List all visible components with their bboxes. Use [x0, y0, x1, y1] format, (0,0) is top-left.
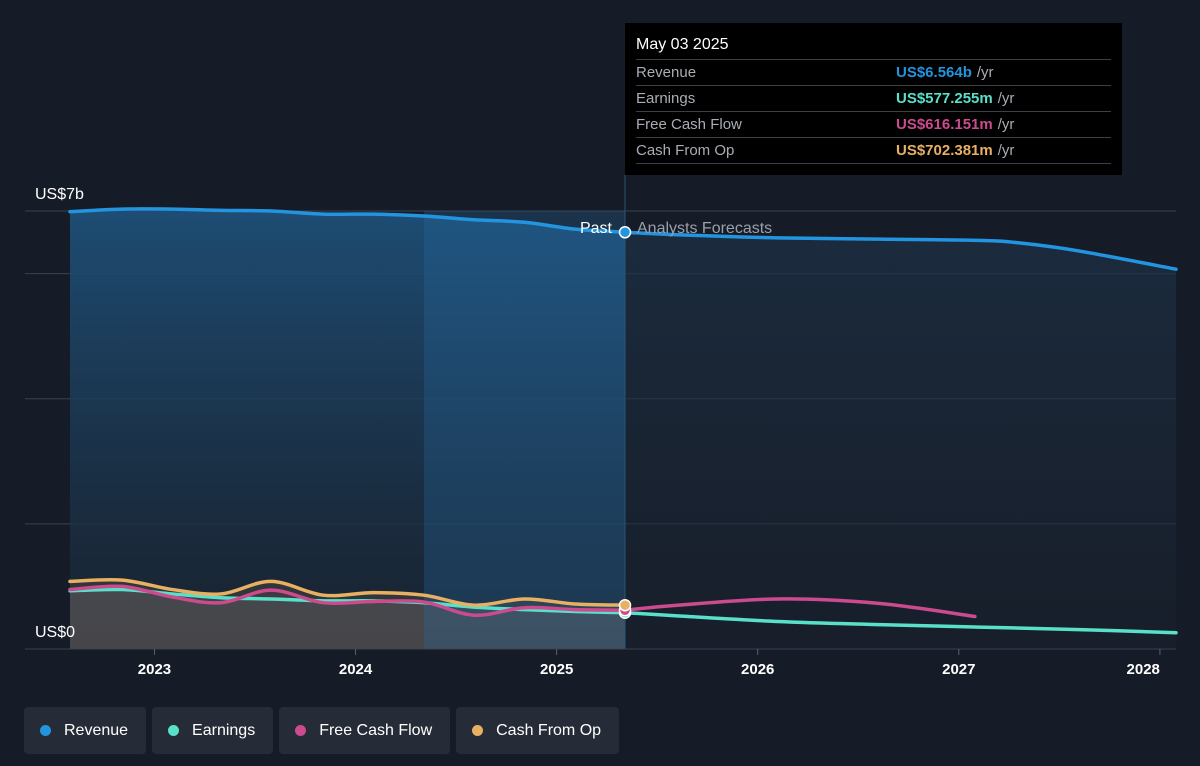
- tooltip-row-revenue: Revenue US$6.564b /yr: [636, 59, 1111, 85]
- tooltip-label: Cash From Op: [636, 142, 735, 159]
- tooltip-label: Free Cash Flow: [636, 116, 742, 133]
- x-tick-label: 2024: [339, 661, 373, 678]
- legend-item-free-cash-flow[interactable]: Free Cash Flow: [279, 707, 451, 754]
- legend-item-revenue[interactable]: Revenue: [24, 707, 147, 754]
- legend-label: Free Cash Flow: [319, 721, 433, 739]
- tooltip-value: US$616.151m: [896, 116, 993, 133]
- earnings-forecast-line: [623, 610, 1178, 635]
- revenue-past-line: [68, 207, 627, 235]
- tooltip-unit: /yr: [997, 90, 1015, 107]
- legend-item-earnings[interactable]: Earnings: [152, 707, 274, 754]
- tooltip-row-cash-from-op: Cash From Op US$702.381m /yr: [636, 137, 1111, 164]
- free-cash-flow-past-area: [70, 586, 626, 649]
- legend-label: Earnings: [192, 721, 256, 739]
- tooltip-value: US$6.564b: [896, 64, 972, 81]
- tooltip-label: Earnings: [636, 90, 696, 107]
- earnings-past-area: [70, 589, 626, 649]
- legend-dot-icon: [168, 725, 180, 736]
- hover-tooltip: May 03 2025 Revenue US$6.564b /yr Earnin…: [625, 23, 1122, 175]
- revenue-past-area: [70, 208, 626, 649]
- free-cash-flow-forecast-line: [623, 597, 977, 619]
- tooltip-unit: /yr: [976, 64, 994, 81]
- tooltip-value: US$577.255m: [896, 90, 993, 107]
- earnings-past-line: [68, 587, 627, 615]
- tooltip-date: May 03 2025: [636, 36, 729, 53]
- legend: Revenue Earnings Free Cash Flow Cash Fro…: [24, 707, 625, 754]
- past-label: Past: [580, 220, 613, 237]
- revenue-marker: [618, 226, 632, 239]
- y-axis-top-label: US$7b: [35, 186, 84, 203]
- analysts-forecasts-label: Analysts Forecasts: [637, 220, 772, 237]
- x-tick-label: 2025: [540, 661, 573, 678]
- legend-dot-icon: [295, 725, 307, 736]
- hover-markers: [618, 226, 632, 619]
- legend-label: Revenue: [64, 721, 129, 739]
- x-tick-label: 2023: [138, 661, 171, 678]
- x-tick-label: 2028: [1127, 661, 1160, 678]
- free-cash-flow-past-line: [68, 584, 627, 617]
- tooltip-unit: /yr: [997, 116, 1015, 133]
- tooltip-row-earnings: Earnings US$577.255m /yr: [636, 85, 1111, 111]
- cash-from-op-past-line: [68, 578, 627, 607]
- legend-label: Cash From Op: [496, 721, 602, 739]
- tooltip-row-free-cash-flow: Free Cash Flow US$616.151m /yr: [636, 111, 1111, 137]
- legend-item-cash-from-op[interactable]: Cash From Op: [456, 707, 620, 754]
- tooltip-unit: /yr: [997, 142, 1015, 159]
- legend-dot-icon: [472, 725, 484, 736]
- revenue-forecast-line: [623, 230, 1178, 271]
- y-axis-bottom-label: US$0: [35, 624, 75, 641]
- tooltip-value: US$702.381m: [896, 142, 993, 159]
- series-lines: [68, 207, 1178, 635]
- x-tick-label: 2027: [942, 661, 975, 678]
- tooltip-label: Revenue: [636, 64, 697, 81]
- x-axis-ticks: 2023 2024 2025 2026 2027 2028: [25, 648, 1176, 678]
- legend-dot-icon: [40, 725, 51, 736]
- past-highlight-band: [423, 211, 626, 649]
- x-tick-label: 2026: [741, 661, 774, 678]
- cash-from-op-marker: [618, 598, 632, 612]
- revenue-forecast-area: [625, 232, 1176, 649]
